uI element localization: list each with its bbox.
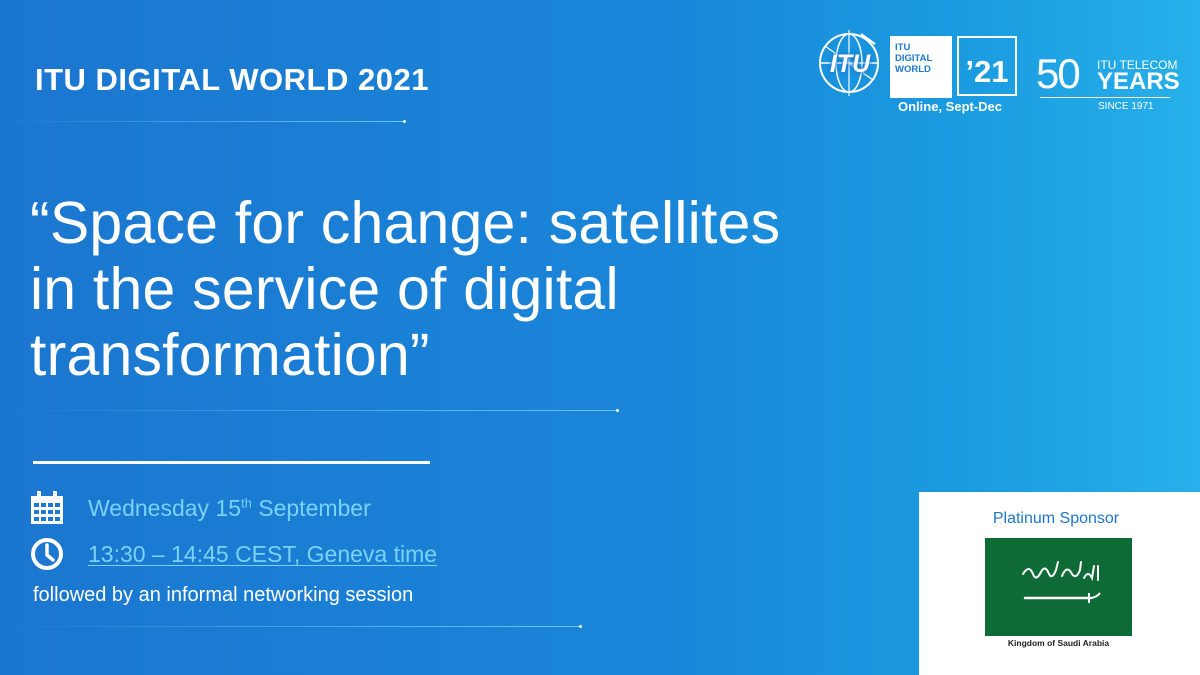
- dw-line-3: WORLD: [895, 64, 931, 75]
- decorative-line-bottom: [0, 625, 582, 628]
- digital-world-logo: ITU DIGITAL WORLD: [890, 36, 952, 98]
- itu-globe-icon: [819, 30, 879, 96]
- itu-telecom-label: ITU TELECOM: [1097, 58, 1178, 72]
- years-label: YEARS: [1097, 68, 1180, 95]
- saudi-flag-icon: [985, 538, 1132, 636]
- dw-line-2: DIGITAL: [895, 53, 933, 64]
- time-row: 13:30 – 14:45 CEST, Geneva time: [30, 537, 437, 571]
- clock-icon: [31, 538, 63, 570]
- event-title: ITU DIGITAL WORLD 2021: [35, 62, 429, 97]
- headline-line-3: transformation”: [30, 322, 430, 388]
- decorative-line-top: [0, 120, 406, 123]
- headline-line-2: in the service of digital: [30, 256, 619, 322]
- event-date: Wednesday 15th September: [88, 495, 371, 522]
- event-time: 13:30 – 14:45 CEST, Geneva time: [88, 540, 438, 567]
- year-text: ’21: [965, 54, 1009, 89]
- online-dates: Online, Sept-Dec: [898, 99, 1003, 114]
- year-badge: ’21: [957, 36, 1017, 96]
- networking-note: followed by an informal networking sessi…: [33, 584, 414, 606]
- itu-logo-text: ITU: [829, 50, 871, 78]
- years-rule: [1040, 97, 1170, 98]
- date-row: Wednesday 15th September: [30, 491, 371, 525]
- sponsor-label: Platinum Sponsor: [992, 510, 1120, 527]
- date-day: Wednesday 15: [88, 494, 242, 521]
- decorative-line-middle: [0, 409, 619, 412]
- dw-line-1: ITU: [895, 42, 911, 53]
- calendar-icon: [31, 491, 63, 524]
- date-suffix: th: [241, 494, 252, 510]
- flag-caption: Kingdom of Saudi Arabia: [1007, 638, 1110, 648]
- headline-line-1: “Space for change: satellites: [30, 190, 781, 256]
- fifty-years-number: 50: [1036, 50, 1081, 97]
- divider-rule: [33, 461, 430, 464]
- sponsor-panel: Platinum Sponsor Kingdom of Saudi Arabia: [919, 492, 1200, 675]
- session-headline: “Space for change: satellites in the ser…: [30, 190, 910, 388]
- since-label: SINCE 1971: [1098, 101, 1154, 112]
- date-month: September: [251, 494, 371, 521]
